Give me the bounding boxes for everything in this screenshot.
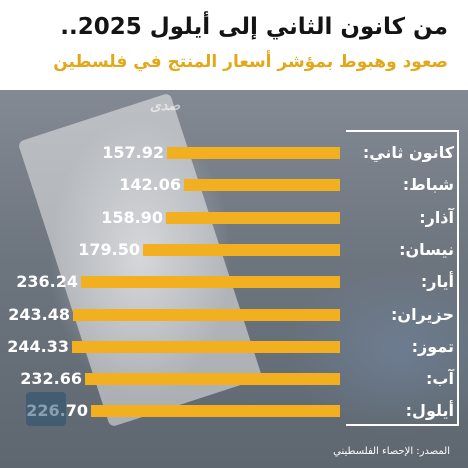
bar-value-label: 236.24 — [16, 272, 78, 292]
bar-value-label: 243.48 — [8, 304, 70, 324]
brand-logo — [26, 392, 66, 426]
bar — [73, 308, 340, 321]
bar — [167, 147, 340, 159]
bar — [72, 340, 340, 353]
page-subtitle: صعود وهبوط بمؤشر أسعار المنتج في فلسطين — [53, 52, 448, 72]
category-label: آذار: — [419, 207, 454, 227]
bar-value-label: 142.06 — [119, 175, 181, 195]
page-title: من كانون الثاني إلى أيلول 2025.. — [60, 14, 448, 40]
category-label: شباط: — [402, 175, 454, 195]
bar — [81, 276, 340, 289]
category-label: أيار: — [420, 272, 454, 292]
bar — [85, 373, 340, 386]
category-label: كانون ثاني: — [362, 143, 454, 162]
bar — [184, 179, 340, 192]
category-label: نيسان: — [399, 239, 454, 259]
bar-value-label: 232.66 — [20, 369, 82, 389]
header-banner: من كانون الثاني إلى أيلول 2025.. صعود وه… — [0, 0, 468, 90]
category-label: آب: — [426, 369, 454, 389]
category-label: أيلول: — [405, 401, 454, 421]
source-note: المصدر: الإحصاء الفلسطيني — [333, 446, 450, 457]
category-label: حزيران: — [391, 304, 454, 324]
category-label: تموز: — [411, 336, 454, 356]
category-label-frame — [346, 130, 459, 426]
bar — [166, 211, 340, 224]
bar-value-label: 158.90 — [101, 207, 163, 227]
bar — [91, 405, 340, 418]
bar-value-label: 157.92 — [102, 143, 164, 162]
bar-value-label: 244.33 — [7, 336, 69, 356]
bar-value-label: 179.50 — [78, 239, 140, 259]
bar — [143, 243, 340, 256]
watermark-logo: صدى — [150, 98, 181, 114]
